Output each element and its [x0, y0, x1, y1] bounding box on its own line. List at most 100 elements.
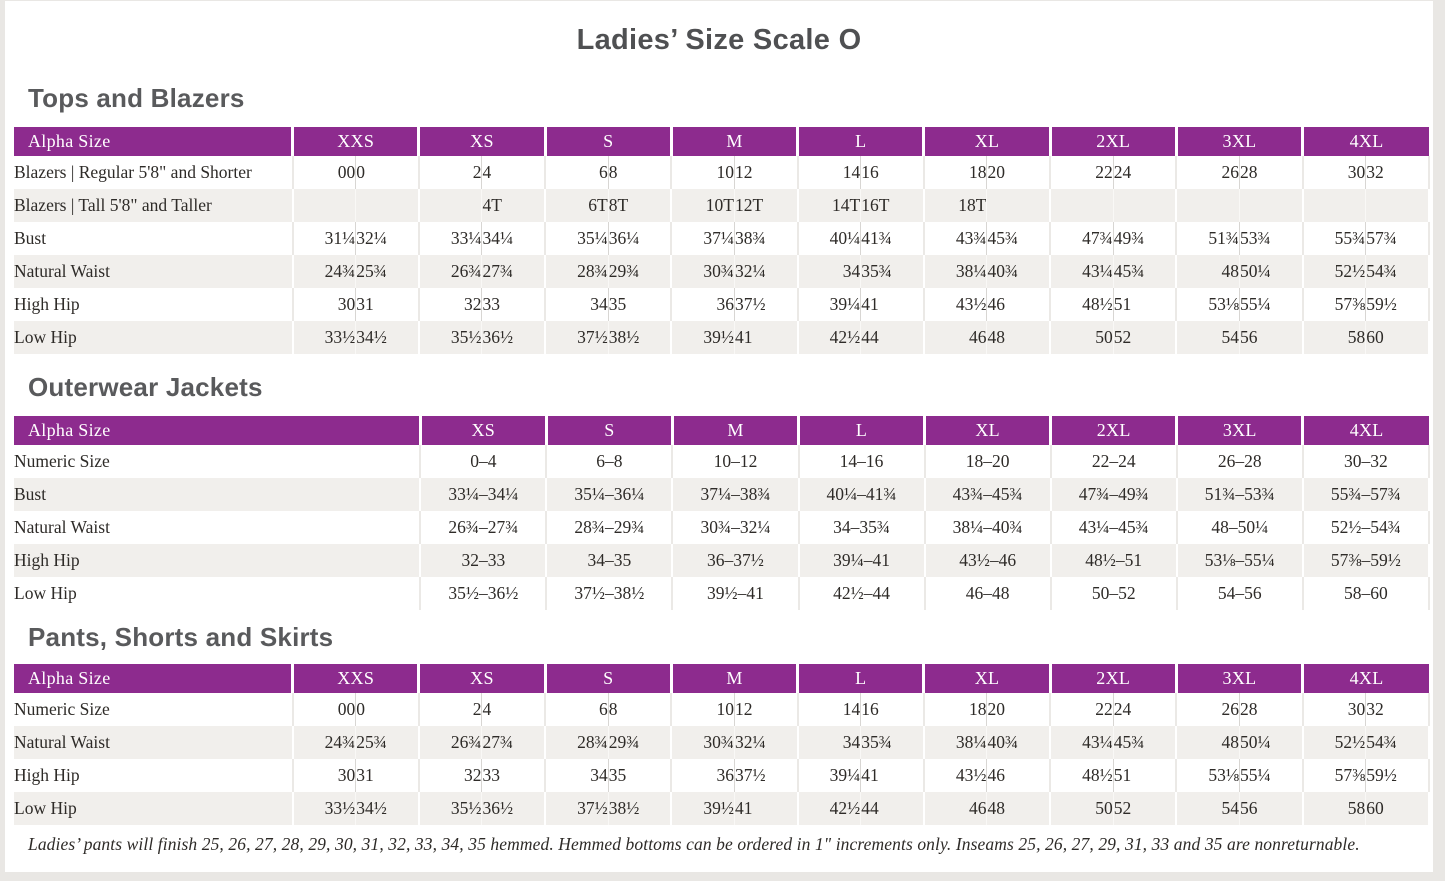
- size-value: 44: [860, 792, 924, 825]
- size-value: [1175, 189, 1240, 222]
- size-value: 48: [1175, 726, 1240, 759]
- size-value: 6: [544, 156, 609, 189]
- size-value: 46–48: [923, 577, 1051, 610]
- size-value: 34–35¾: [797, 511, 925, 544]
- row-label: Numeric Size: [14, 451, 110, 471]
- size-value: 2: [417, 693, 482, 726]
- row-label: Low Hip: [14, 583, 77, 603]
- size-value: 33½: [291, 321, 356, 354]
- size-value: 24: [1112, 693, 1177, 726]
- size-value: 57⅜: [1301, 759, 1366, 792]
- table-row: Numeric Size 00 0 2 4 6 8 10 12 14 16 18 20 22 24 26 28 3…: [14, 693, 1431, 726]
- size-value: 57⅜–59½: [1301, 544, 1431, 577]
- size-value: 37½–38½: [545, 577, 673, 610]
- size-value: 40¾: [986, 255, 1051, 288]
- size-value: 35¾: [860, 255, 924, 288]
- alpha-size-header: Alpha Size: [14, 127, 293, 156]
- size-value: 33¼–34¼: [419, 478, 547, 511]
- size-value: 26¾: [417, 726, 482, 759]
- size-value: 4: [481, 156, 546, 189]
- size-value: 30¾: [670, 255, 735, 288]
- size-value: 0: [355, 693, 419, 726]
- size-value: 29¾: [607, 726, 672, 759]
- size-column-header-2xl: 2XL: [1049, 416, 1177, 445]
- size-value: 45¾: [986, 222, 1051, 255]
- size-value: 46: [986, 759, 1051, 792]
- section-outerwear-jackets: Outerwear Jackets Alpha Size XS S M L XL 2XL 3X…: [5, 372, 1433, 610]
- size-value: 41: [733, 792, 798, 825]
- size-column-header-xl: XL: [923, 416, 1051, 445]
- size-value: 51: [1112, 288, 1177, 321]
- size-value: 37½: [544, 321, 609, 354]
- size-value: 38½: [607, 321, 672, 354]
- size-value: 33: [481, 759, 546, 792]
- size-value: 2: [417, 156, 482, 189]
- size-value: 54: [1175, 792, 1240, 825]
- size-value: 33½: [291, 792, 356, 825]
- size-value: 24¾: [291, 255, 356, 288]
- size-value: 18: [922, 693, 987, 726]
- row-label: Numeric Size: [14, 699, 110, 719]
- size-value: 48½: [1049, 759, 1114, 792]
- size-value: 24: [1112, 156, 1177, 189]
- size-value: 41: [860, 288, 924, 321]
- table-row: Natural Waist 24¾ 25¾ 26¾ 27¾ 28¾ 29¾ 30¾ 32¼ 34 3…: [14, 726, 1431, 759]
- size-value: 38¼: [922, 726, 987, 759]
- size-value: 37¼–38¾: [671, 478, 799, 511]
- size-value: 58: [1301, 321, 1366, 354]
- section-pants-shorts-skirts: Pants, Shorts and Skirts Alpha Size XXS XS…: [5, 622, 1433, 855]
- size-value: 43½: [922, 288, 987, 321]
- size-value: 34: [796, 255, 861, 288]
- size-value: 14: [796, 693, 861, 726]
- size-value: 43¼: [1049, 726, 1114, 759]
- size-value: 53⅛: [1175, 759, 1240, 792]
- size-value: 41: [733, 321, 798, 354]
- size-value: 34¼: [481, 222, 546, 255]
- size-value: 30–32: [1301, 445, 1431, 478]
- size-value: 30: [291, 759, 356, 792]
- size-value: 47¾–49¾: [1049, 478, 1177, 511]
- size-value: [1049, 189, 1114, 222]
- size-value: 32: [1365, 693, 1431, 726]
- size-value: 34: [796, 726, 861, 759]
- section-heading-pants-shorts-skirts: Pants, Shorts and Skirts: [28, 622, 334, 652]
- size-value: 32: [417, 759, 482, 792]
- size-value: 33¼: [417, 222, 482, 255]
- size-column-header-2xl: 2XL: [1048, 664, 1177, 693]
- size-value: [1365, 189, 1431, 222]
- size-value: 31: [355, 759, 419, 792]
- size-value: 43½–46: [923, 544, 1051, 577]
- size-value: 12T: [733, 189, 798, 222]
- size-value: 0: [355, 156, 419, 189]
- size-value: 54–56: [1175, 577, 1303, 610]
- row-label: Blazers | Tall 5'8" and Taller: [14, 195, 212, 215]
- size-value: 31: [355, 288, 419, 321]
- size-column-header-s: S: [543, 127, 672, 156]
- size-value: 25¾: [355, 726, 419, 759]
- size-value: 36½: [481, 321, 546, 354]
- section-heading-tops-and-blazers: Tops and Blazers: [28, 83, 245, 113]
- size-value: [1301, 189, 1366, 222]
- table-row: High Hip 32–33 34–35 36–37½ 39¼–41 43½–46 48½–…: [14, 544, 1431, 577]
- size-value: 50¼: [1238, 726, 1303, 759]
- size-column-header-s: S: [544, 416, 673, 445]
- size-value: 51¾: [1175, 222, 1240, 255]
- size-value: 35¼: [544, 222, 609, 255]
- row-label: Natural Waist: [14, 732, 110, 752]
- size-value: 32–33: [419, 544, 547, 577]
- row-label: Bust: [14, 228, 47, 248]
- size-value: 32: [417, 288, 482, 321]
- size-value: 10T: [670, 189, 735, 222]
- size-value: 50–52: [1049, 577, 1177, 610]
- size-value: 28¾: [544, 726, 609, 759]
- size-value: [1112, 189, 1177, 222]
- size-column-header-l: L: [796, 664, 924, 693]
- table-row: Natural Waist 24¾ 25¾ 26¾ 27¾ 28¾ 29¾ 30¾ 32¼ 34 3…: [14, 255, 1431, 288]
- size-value: 26: [1175, 156, 1240, 189]
- size-value: 18: [922, 156, 987, 189]
- size-value: 43½: [922, 759, 987, 792]
- size-value: 39½–41: [671, 577, 799, 610]
- size-value: [417, 189, 482, 222]
- size-value: 40¼: [796, 222, 861, 255]
- size-value: 55¼: [1238, 759, 1303, 792]
